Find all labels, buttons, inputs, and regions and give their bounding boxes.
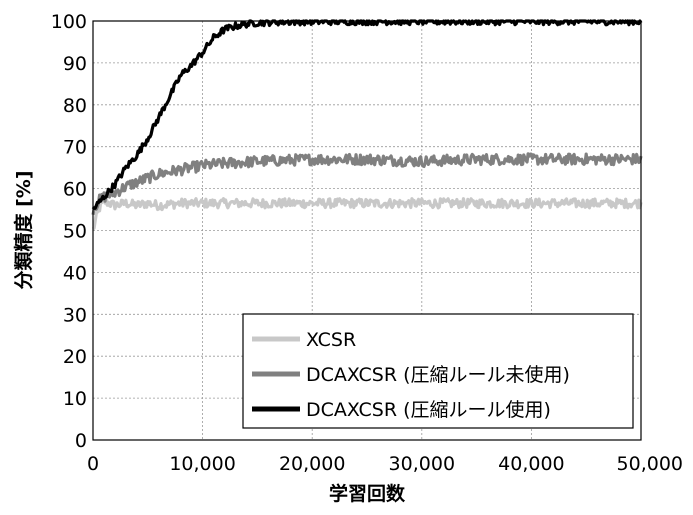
y-tick-label: 60 [63, 179, 87, 201]
x-tick-label: 10,000 [169, 453, 235, 475]
plot-frame [92, 20, 642, 441]
legend: XCSR DCAXCSR (圧縮ルール未使用) DCAXCSR (圧縮ルール使用) [242, 313, 634, 429]
y-tick-label: 90 [63, 53, 87, 75]
x-tick-label: 20,000 [279, 453, 345, 475]
legend-box [242, 313, 634, 429]
ticks: 0 10 20 30 40 50 60 70 80 90 100 0 10,000 20,000 30,00… [51, 11, 683, 475]
y-tick-label: 80 [63, 95, 87, 117]
series-line [91, 152, 643, 216]
y-tick-label: 30 [63, 304, 87, 326]
y-tick-label: 20 [63, 346, 87, 368]
legend-label: DCAXCSR (圧縮ルール未使用) [306, 364, 570, 386]
legend-label: XCSR [306, 329, 356, 351]
y-tick-label: 10 [63, 388, 87, 410]
y-tick-label: 0 [75, 430, 87, 452]
series-line [91, 197, 643, 231]
x-tick-label: 50,000 [617, 453, 683, 475]
y-tick-label: 100 [51, 11, 87, 33]
x-tick-label: 30,000 [389, 453, 455, 475]
y-tick-label: 70 [63, 137, 87, 159]
y-tick-label: 40 [63, 262, 87, 284]
x-tick-label: 0 [87, 453, 99, 475]
legend-label: DCAXCSR (圧縮ルール使用) [306, 399, 551, 421]
x-tick-label: 40,000 [498, 453, 564, 475]
y-axis-title: 分類精度 [%] [12, 170, 35, 289]
y-tick-label: 50 [63, 221, 87, 243]
x-axis-title: 学習回数 [329, 482, 406, 505]
